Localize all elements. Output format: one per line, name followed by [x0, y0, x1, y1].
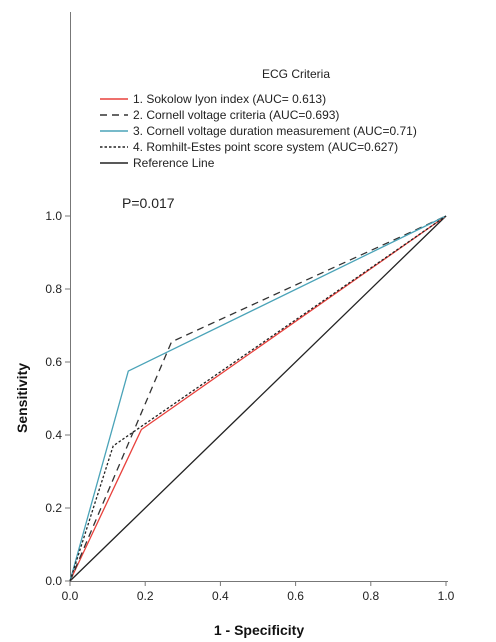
legend-label: 4. Romhilt-Estes point score system (AUC… — [133, 140, 398, 154]
p-value-annotation: P=0.017 — [122, 195, 175, 211]
x-tick-label: 0.6 — [287, 589, 304, 603]
legend: ECG Criteria 1. Sokolow lyon index (AUC=… — [100, 67, 417, 170]
series-line-5 — [69, 215, 447, 582]
x-tick-label: 0.2 — [137, 589, 154, 603]
legend-label: 2. Cornell voltage criteria (AUC=0.693) — [133, 108, 339, 122]
legend-items: 1. Sokolow lyon index (AUC= 0.613) 2. Cor… — [100, 92, 417, 170]
x-tick-label: 1.0 — [438, 589, 455, 603]
plot-frame — [70, 12, 448, 582]
x-axis-title: 1 - Specificity — [214, 622, 304, 638]
y-tick-label: 0.4 — [45, 428, 62, 442]
y-tick-label: 0.8 — [45, 282, 62, 296]
x-axis-ticks: 0.0 0.2 0.4 0.6 0.8 1.0 — [62, 581, 455, 603]
y-axis-title: Sensitivity — [14, 363, 30, 433]
y-tick-label: 0.0 — [45, 574, 62, 588]
legend-title: ECG Criteria — [262, 67, 330, 81]
series-line-2 — [69, 215, 447, 582]
legend-label: Reference Line — [133, 156, 215, 170]
series-layer — [69, 215, 447, 582]
legend-label: 3. Cornell voltage duration measurement … — [133, 124, 417, 138]
series-line-1 — [69, 215, 447, 582]
x-tick-label: 0.0 — [62, 589, 79, 603]
y-tick-label: 0.2 — [45, 501, 62, 515]
legend-label: 1. Sokolow lyon index (AUC= 0.613) — [133, 92, 326, 106]
y-tick-label: 1.0 — [45, 209, 62, 223]
x-tick-label: 0.8 — [362, 589, 379, 603]
series-line-3 — [69, 215, 447, 582]
series-line-4 — [69, 215, 447, 582]
y-axis-ticks: 0.0 0.2 0.4 0.6 0.8 1.0 — [45, 209, 70, 588]
y-tick-label: 0.6 — [45, 355, 62, 369]
x-tick-label: 0.4 — [212, 589, 229, 603]
